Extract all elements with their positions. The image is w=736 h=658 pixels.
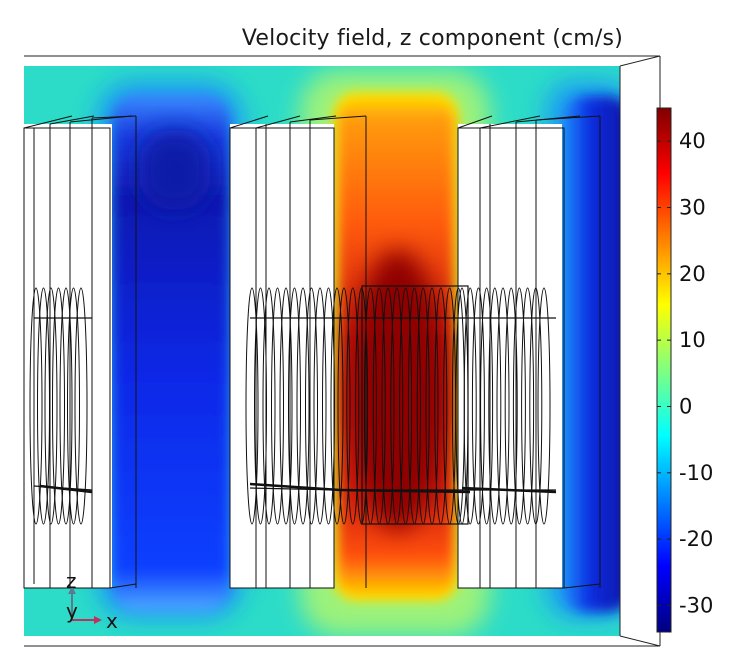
colorbar: 40 30 20 10 0 -10 -20 -30 (656, 107, 713, 633)
winding-turn (480, 287, 494, 525)
winding-turn (488, 287, 502, 525)
winding-turn (537, 287, 551, 525)
winding-turn (254, 287, 267, 525)
winding-turn (271, 287, 284, 525)
colorbar-tick-label: -30 (679, 593, 713, 617)
colorbar-tick-label: 20 (679, 262, 706, 286)
x-axis-label: x (106, 609, 118, 633)
winding-turn (305, 287, 318, 525)
z-axis-label: z (66, 569, 77, 593)
colorbar-tick-label: 0 (679, 394, 692, 418)
winding-turn (529, 287, 543, 525)
winding-lead (249, 482, 341, 492)
coil-wireframes (23, 115, 601, 589)
colorbar-tick-label: 30 (679, 195, 706, 219)
winding-turn (330, 287, 344, 525)
winding-turn (52, 287, 65, 525)
winding-turn (288, 287, 301, 525)
colorbar-tick-label: -20 (679, 527, 713, 551)
winding-turn (322, 287, 335, 525)
core-box (33, 285, 556, 525)
plot-title: Velocity field, z component (cm/s) (241, 26, 623, 51)
velocity-field (24, 66, 620, 636)
winding-turn (346, 287, 360, 525)
winding-turn (313, 287, 327, 525)
winding-turn (337, 287, 351, 525)
winding-turn (496, 287, 510, 525)
winding-turn (262, 287, 276, 525)
colorbar-tick-label: -10 (679, 461, 713, 485)
winding-turn (74, 287, 88, 525)
colorbar-tick-label: 10 (679, 328, 706, 352)
winding-turn (37, 287, 50, 525)
colorbar-gradient (656, 107, 672, 633)
winding-turn (245, 287, 259, 525)
winding-turn (504, 287, 518, 525)
y-axis-label: y (66, 599, 78, 623)
winding-turn (279, 287, 293, 525)
winding-turn (67, 287, 80, 525)
winding-turn (463, 287, 477, 525)
winding-turn (44, 287, 58, 525)
winding-turn (59, 287, 73, 525)
winding-turn (29, 287, 43, 525)
colorbar-tick-label: 40 (679, 129, 706, 153)
winding-turn (512, 287, 526, 525)
winding-turn (471, 287, 485, 525)
winding-turn (521, 287, 535, 525)
axis-triad: z y x (66, 569, 118, 633)
winding-turn (296, 287, 310, 525)
